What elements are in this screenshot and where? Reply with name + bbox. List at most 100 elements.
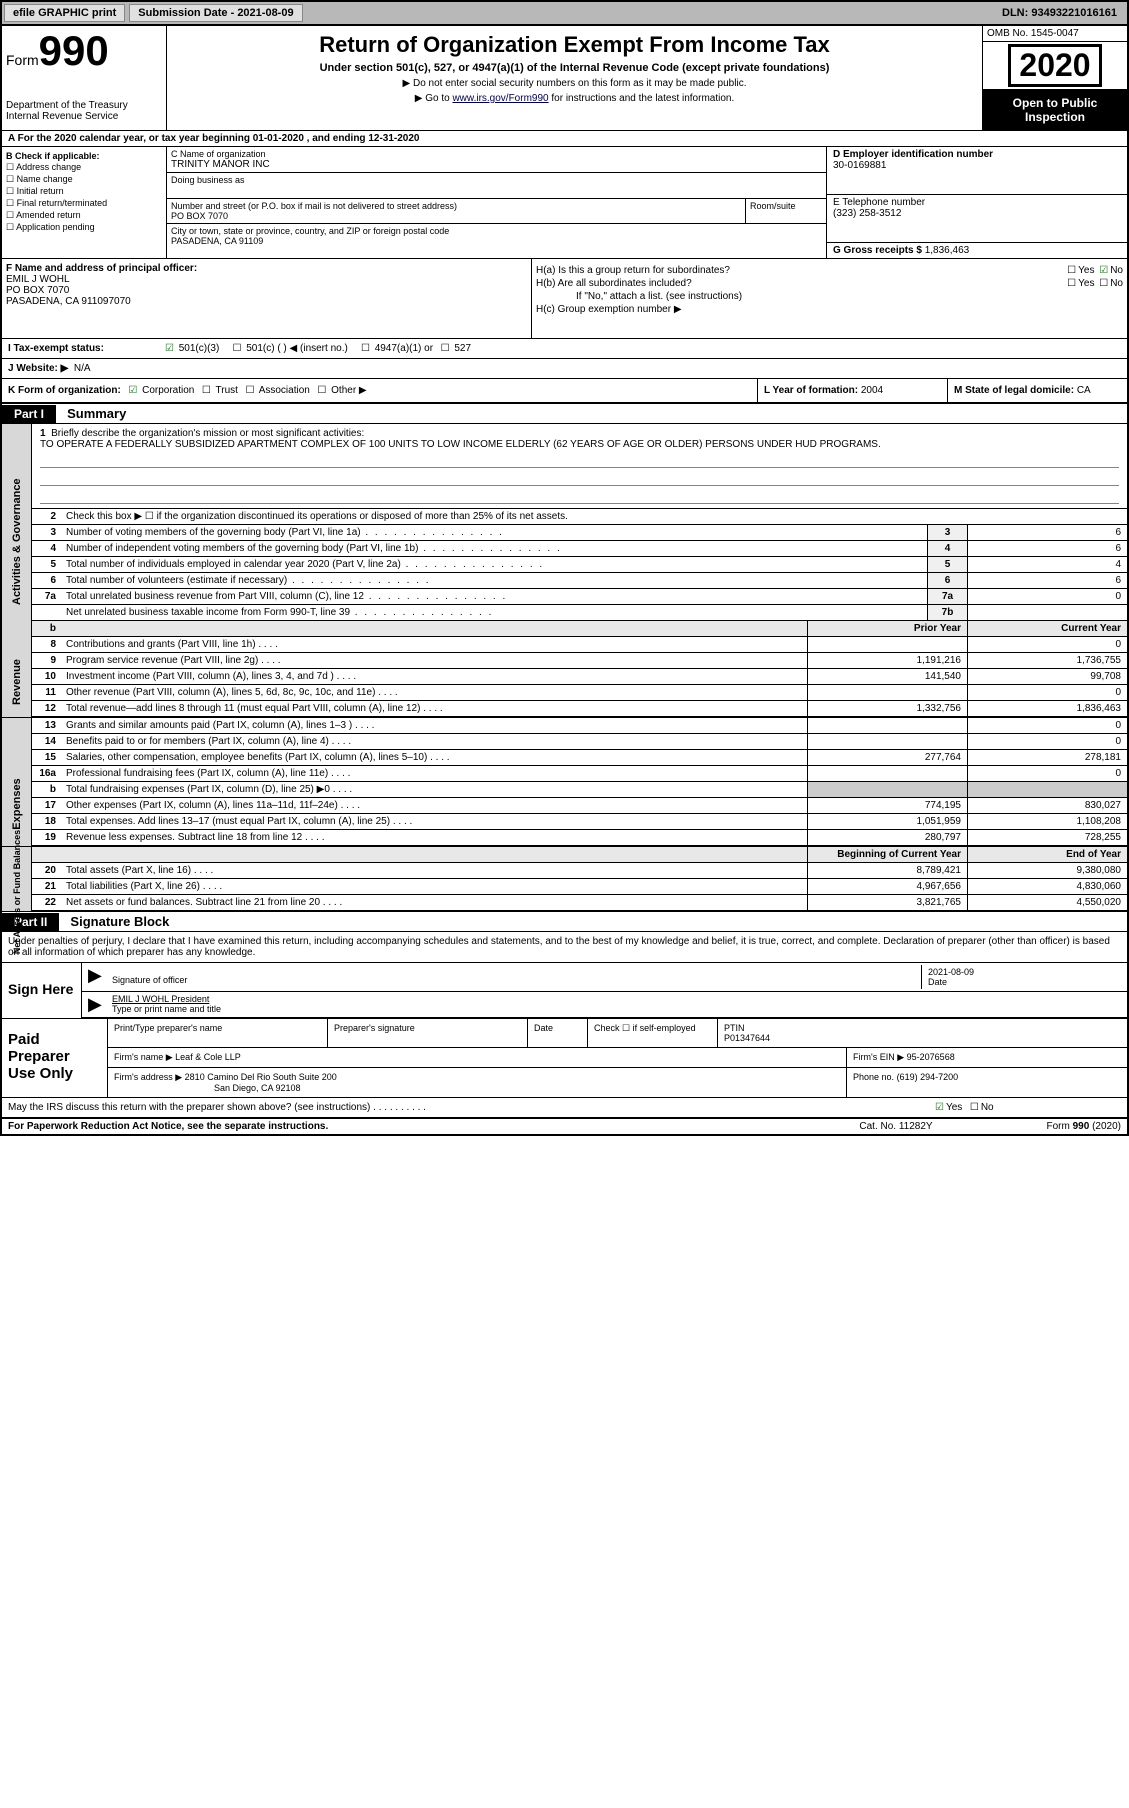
chk-trust[interactable]	[200, 385, 213, 396]
website-val: N/A	[74, 363, 91, 374]
efile-print-button[interactable]: efile GRAPHIC print	[4, 4, 125, 22]
hb-no[interactable]	[1097, 278, 1110, 289]
hc-label: H(c) Group exemption number ▶	[536, 304, 1123, 315]
part2-badge: Part II	[2, 913, 59, 931]
4947: 4947(a)(1) or	[375, 343, 433, 354]
line-a: A For the 2020 calendar year, or tax yea…	[2, 131, 1127, 147]
activities-section: Activities & Governance 1 Briefly descri…	[2, 424, 1127, 621]
ptin-label: PTIN	[724, 1023, 745, 1033]
revenue-section: Revenue bPrior YearCurrent Year 8Contrib…	[2, 621, 1127, 718]
cy-hdr: Current Year	[967, 621, 1127, 636]
street-label: Number and street (or P.O. box if mail i…	[171, 201, 741, 211]
firm-phone: (619) 294-7200	[897, 1072, 959, 1082]
i-row: I Tax-exempt status: 501(c)(3) 501(c) ( …	[2, 339, 1127, 359]
chk-501c[interactable]	[230, 343, 243, 354]
officer-addr2: PASADENA, CA 911097070	[6, 296, 527, 307]
room-label: Room/suite	[746, 199, 826, 223]
officer-typed-name: EMIL J WOHL President	[112, 994, 209, 1004]
prep-sig-hdr: Preparer's signature	[328, 1019, 528, 1047]
dln-text: DLN: 93493221016161	[1002, 7, 1121, 19]
eoy-hdr: End of Year	[967, 847, 1127, 862]
chk-pending[interactable]: Application pending	[6, 222, 162, 233]
city-val: PASADENA, CA 91109	[171, 236, 822, 246]
chk-final[interactable]: Final return/terminated	[6, 198, 162, 209]
ha-no[interactable]	[1097, 265, 1110, 276]
side-gov: Activities & Governance	[11, 495, 23, 605]
firm-ein-label: Firm's EIN ▶	[853, 1052, 904, 1062]
sig-date-val: 2021-08-09	[928, 967, 974, 977]
527: 527	[454, 343, 471, 354]
gross-receipts: 1,836,463	[925, 245, 970, 256]
c-name-label: C Name of organization	[171, 149, 822, 159]
expenses-section: Expenses 13Grants and similar amounts pa…	[2, 718, 1127, 847]
netassets-section: Net Assets or Fund Balances Beginning of…	[2, 847, 1127, 912]
col-b: B Check if applicable: Address change Na…	[2, 147, 167, 258]
paid-preparer-label: Paid Preparer Use Only	[2, 1019, 107, 1097]
chk-assoc[interactable]	[243, 385, 256, 396]
form-ref: Form 990 (2020)	[971, 1121, 1121, 1132]
no-text2: No	[1110, 278, 1123, 289]
dba-label: Doing business as	[167, 173, 826, 199]
side-net: Net Assets or Fund Balances	[12, 827, 22, 957]
chk-address[interactable]: Address change	[6, 162, 162, 173]
fgh-row: F Name and address of principal officer:…	[2, 259, 1127, 339]
g-label: G Gross receipts $	[833, 245, 922, 256]
hb-note: If "No," attach a list. (see instruction…	[536, 291, 1123, 302]
chk-amended[interactable]: Amended return	[6, 210, 162, 221]
discuss-no[interactable]	[968, 1102, 981, 1113]
note2-post: for instructions and the latest informat…	[549, 93, 735, 104]
yes-text: Yes	[1078, 265, 1094, 276]
officer-addr1: PO BOX 7070	[6, 285, 527, 296]
discuss-text: May the IRS discuss this return with the…	[8, 1102, 370, 1113]
link-note: Go to www.irs.gov/Form990 for instructio…	[173, 93, 976, 104]
open-public-badge: Open to Public Inspection	[983, 90, 1127, 130]
officer-name: EMIL J WOHL	[6, 274, 527, 285]
part1-title: Summary	[59, 404, 134, 423]
hb-yes[interactable]	[1065, 278, 1078, 289]
discuss-yes[interactable]	[933, 1102, 946, 1113]
ptin-val: P01347644	[724, 1033, 770, 1043]
sig-arrow-icon2: ▶	[88, 994, 112, 1015]
top-bar: efile GRAPHIC print Submission Date - 20…	[2, 2, 1127, 26]
d-label: D Employer identification number	[833, 149, 1121, 160]
chk-initial[interactable]: Initial return	[6, 186, 162, 197]
ha-yes[interactable]	[1065, 265, 1078, 276]
form-subtitle: Under section 501(c), 527, or 4947(a)(1)…	[173, 62, 976, 74]
irs-link[interactable]: www.irs.gov/Form990	[452, 93, 548, 104]
q1-num: 1	[40, 428, 46, 439]
firm-phone-label: Phone no.	[853, 1072, 894, 1082]
ein-val: 30-0169881	[833, 160, 1121, 171]
part1-badge: Part I	[2, 405, 56, 423]
trust: Trust	[216, 385, 238, 396]
chk-name[interactable]: Name change	[6, 174, 162, 185]
no-text: No	[1110, 265, 1123, 276]
i-label: I Tax-exempt status:	[8, 343, 163, 354]
declaration-text: Under penalties of perjury, I declare th…	[2, 932, 1127, 962]
city-label: City or town, state or province, country…	[171, 226, 822, 236]
firm-ein: 95-2076568	[907, 1052, 955, 1062]
paperwork-notice: For Paperwork Reduction Act Notice, see …	[8, 1121, 821, 1132]
prep-name-hdr: Print/Type preparer's name	[108, 1019, 328, 1047]
chk-527[interactable]	[439, 343, 452, 354]
f-label: F Name and address of principal officer:	[6, 263, 527, 274]
m-label: M State of legal domicile:	[954, 385, 1074, 396]
chk-4947[interactable]	[359, 343, 372, 354]
e-label: E Telephone number	[833, 197, 1121, 208]
year-formed: 2004	[861, 385, 883, 396]
chk-other[interactable]	[315, 385, 328, 396]
chk-501c3[interactable]	[163, 343, 176, 354]
submission-date-button[interactable]: Submission Date - 2021-08-09	[129, 4, 302, 22]
j-label: J Website: ▶	[8, 363, 68, 374]
form-number: 990	[39, 27, 109, 74]
mission-text: TO OPERATE A FEDERALLY SUBSIDIZED APARTM…	[40, 439, 881, 450]
chk-corp[interactable]	[126, 385, 139, 396]
bcy-hdr: Beginning of Current Year	[807, 847, 967, 862]
part2-title: Signature Block	[62, 912, 177, 931]
org-name: TRINITY MANOR INC	[171, 159, 822, 170]
dn: No	[981, 1102, 994, 1113]
phone-val: (323) 258-3512	[833, 208, 1121, 219]
b-label: B Check if applicable:	[6, 151, 162, 161]
footer: For Paperwork Reduction Act Notice, see …	[2, 1119, 1127, 1134]
preparer-section: Paid Preparer Use Only Print/Type prepar…	[2, 1018, 1127, 1098]
firm-name: Leaf & Cole LLP	[175, 1052, 241, 1062]
